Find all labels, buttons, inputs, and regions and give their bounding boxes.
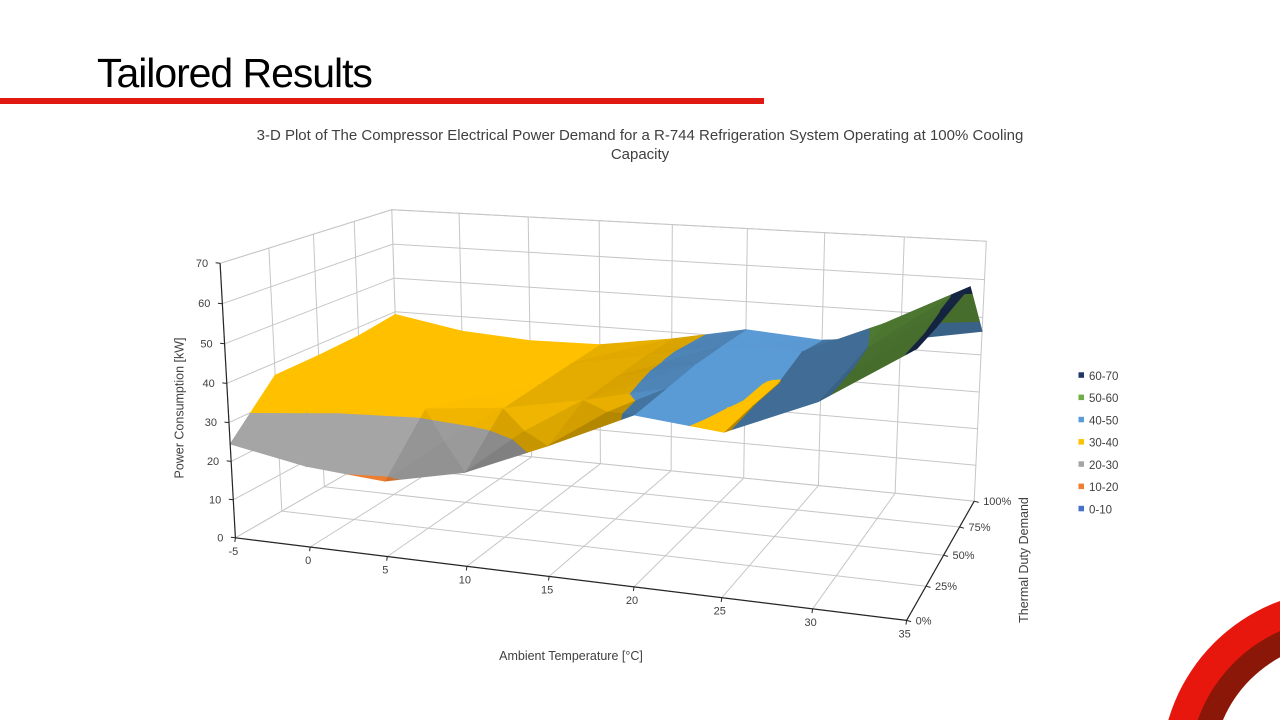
svg-text:40: 40 xyxy=(203,378,215,390)
svg-text:50: 50 xyxy=(200,338,212,350)
svg-text:60-70: 60-70 xyxy=(1089,371,1118,383)
svg-text:0: 0 xyxy=(217,532,223,544)
svg-text:20-30: 20-30 xyxy=(1089,460,1118,472)
svg-text:0%: 0% xyxy=(916,615,932,627)
svg-text:15: 15 xyxy=(541,584,553,596)
svg-text:Ambient Temperature [°C]: Ambient Temperature [°C] xyxy=(499,649,643,663)
svg-text:70: 70 xyxy=(196,258,208,270)
svg-text:20: 20 xyxy=(626,595,638,607)
svg-text:30-40: 30-40 xyxy=(1089,438,1118,450)
svg-text:50%: 50% xyxy=(953,550,975,562)
svg-text:30: 30 xyxy=(205,417,217,429)
svg-text:-5: -5 xyxy=(229,546,239,558)
svg-text:Thermal Duty Demand: Thermal Duty Demand xyxy=(1017,497,1031,623)
svg-text:40-50: 40-50 xyxy=(1089,415,1118,427)
svg-text:25: 25 xyxy=(714,606,726,618)
svg-text:20: 20 xyxy=(207,456,219,468)
svg-text:5: 5 xyxy=(382,565,388,577)
svg-text:100%: 100% xyxy=(983,496,1011,508)
svg-text:10: 10 xyxy=(209,494,221,506)
svg-text:60: 60 xyxy=(198,298,210,310)
svg-text:10: 10 xyxy=(459,574,471,586)
svg-text:75%: 75% xyxy=(969,522,991,534)
svg-text:10-20: 10-20 xyxy=(1089,482,1118,494)
svg-text:0: 0 xyxy=(305,555,311,567)
svg-text:30: 30 xyxy=(804,617,816,629)
svg-text:0-10: 0-10 xyxy=(1089,504,1112,516)
svg-text:50-60: 50-60 xyxy=(1089,393,1118,405)
svg-text:Power Consumption [kW]: Power Consumption [kW] xyxy=(173,337,187,478)
svg-text:25%: 25% xyxy=(935,581,957,593)
svg-text:35: 35 xyxy=(898,628,910,640)
